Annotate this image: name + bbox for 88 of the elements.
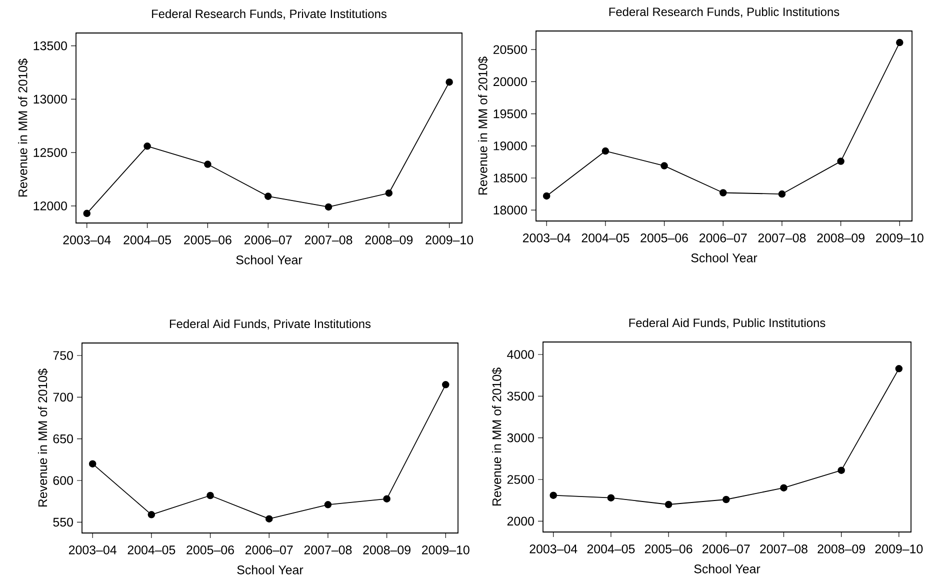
point bbox=[144, 142, 151, 150]
point bbox=[204, 160, 212, 168]
y-tick-label: 19000 bbox=[494, 141, 527, 150]
point bbox=[264, 192, 272, 200]
x-tick-label: 2008–09 bbox=[365, 236, 413, 244]
x-axis-title: School Year bbox=[237, 565, 304, 574]
x-tick-label: 2004–05 bbox=[124, 236, 171, 244]
x-tick-label: 2004–05 bbox=[582, 234, 630, 242]
point bbox=[324, 203, 332, 211]
x-tick-label: 2007–08 bbox=[304, 546, 352, 554]
x-tick-label: 2005–06 bbox=[186, 546, 234, 554]
x-tick-label: 2007–08 bbox=[758, 234, 806, 242]
y-tick-label: 650 bbox=[53, 434, 73, 444]
point bbox=[88, 460, 96, 468]
point bbox=[542, 192, 550, 200]
y-tick-label: 18500 bbox=[494, 174, 527, 182]
y-tick-label: 12000 bbox=[34, 202, 67, 210]
x-axis-title: School Year bbox=[236, 255, 302, 264]
point bbox=[206, 492, 214, 500]
chart-title: Federal Aid Funds, Private Institutions bbox=[170, 319, 371, 330]
y-tick-label: 4000 bbox=[507, 350, 534, 359]
y-tick-label: 20500 bbox=[493, 45, 527, 54]
point bbox=[148, 511, 156, 518]
y-tick-label: 13500 bbox=[34, 41, 67, 50]
y-tick-label: 750 bbox=[53, 351, 73, 360]
x-axis-title: School Year bbox=[694, 564, 760, 574]
x-tick-label: 2008–09 bbox=[818, 544, 865, 554]
x-tick-label: 2003–04 bbox=[68, 546, 116, 554]
y-axis-title: Revenue in MM of 2010$ bbox=[38, 368, 48, 507]
x-tick-label: 2003–04 bbox=[530, 544, 578, 554]
point bbox=[895, 365, 903, 372]
chart-title: Federal Research Funds, Public Institutions bbox=[609, 7, 840, 18]
y-tick-label: 12500 bbox=[34, 148, 67, 157]
x-tick-label: 2007–08 bbox=[760, 544, 808, 554]
y-tick-label: 13000 bbox=[34, 94, 67, 104]
point bbox=[778, 190, 786, 198]
y-tick-label: 3000 bbox=[507, 433, 534, 442]
point bbox=[446, 78, 453, 86]
y-tick-label: 700 bbox=[53, 392, 73, 402]
point bbox=[780, 484, 788, 492]
point bbox=[896, 38, 904, 46]
x-tick-label: 2009–10 bbox=[875, 544, 923, 554]
point bbox=[719, 189, 727, 196]
x-tick-label: 2005–06 bbox=[184, 236, 232, 244]
x-axis-title: School Year bbox=[691, 253, 758, 262]
y-axis-title: Revenue in MM of 2010$ bbox=[478, 56, 488, 195]
point bbox=[602, 147, 610, 155]
x-tick-label: 2006–07 bbox=[246, 546, 293, 554]
x-tick-label: 2005–06 bbox=[640, 234, 688, 242]
point bbox=[265, 515, 273, 522]
y-tick-label: 600 bbox=[53, 476, 73, 485]
point bbox=[837, 158, 844, 165]
y-tick-label: 3500 bbox=[507, 392, 534, 401]
y-tick-label: 550 bbox=[53, 518, 73, 527]
x-tick-label: 2009–10 bbox=[876, 234, 924, 242]
x-tick-label: 2003–04 bbox=[522, 234, 570, 242]
point bbox=[660, 162, 668, 170]
x-tick-label: 2008–09 bbox=[817, 234, 864, 242]
y-tick-label: 20000 bbox=[493, 77, 527, 86]
point bbox=[442, 381, 450, 388]
point bbox=[607, 494, 615, 502]
y-tick-label: 19500 bbox=[494, 109, 527, 118]
point bbox=[838, 466, 845, 474]
y-axis-title: Revenue in MM of 2010$ bbox=[18, 58, 28, 197]
x-tick-label: 2005–06 bbox=[644, 544, 692, 554]
point bbox=[550, 492, 558, 499]
x-tick-label: 2006–07 bbox=[702, 544, 750, 554]
y-tick-label: 2000 bbox=[507, 516, 534, 526]
x-tick-label: 2006–07 bbox=[244, 236, 292, 244]
chart-title: Federal Research Funds, Private Institutions bbox=[152, 9, 386, 20]
y-axis-title: Revenue in MM of 2010$ bbox=[492, 368, 502, 506]
x-tick-label: 2009–10 bbox=[422, 546, 470, 554]
point bbox=[664, 500, 672, 508]
y-tick-label: 2500 bbox=[507, 475, 534, 484]
point bbox=[83, 210, 91, 218]
point bbox=[383, 495, 390, 502]
x-tick-label: 2004–05 bbox=[587, 544, 635, 554]
point bbox=[722, 496, 730, 504]
x-tick-label: 2006–07 bbox=[700, 234, 747, 242]
point bbox=[324, 501, 332, 508]
x-tick-label: 2008–09 bbox=[363, 546, 410, 554]
y-tick-label: 18000 bbox=[494, 206, 527, 214]
chart-title: Federal Aid Funds, Public Institutions bbox=[629, 318, 826, 328]
x-tick-label: 2007–08 bbox=[304, 236, 352, 244]
x-tick-label: 2003–04 bbox=[63, 236, 111, 244]
x-tick-label: 2004–05 bbox=[128, 546, 176, 554]
point bbox=[385, 189, 393, 197]
x-tick-label: 2009–10 bbox=[426, 236, 474, 244]
